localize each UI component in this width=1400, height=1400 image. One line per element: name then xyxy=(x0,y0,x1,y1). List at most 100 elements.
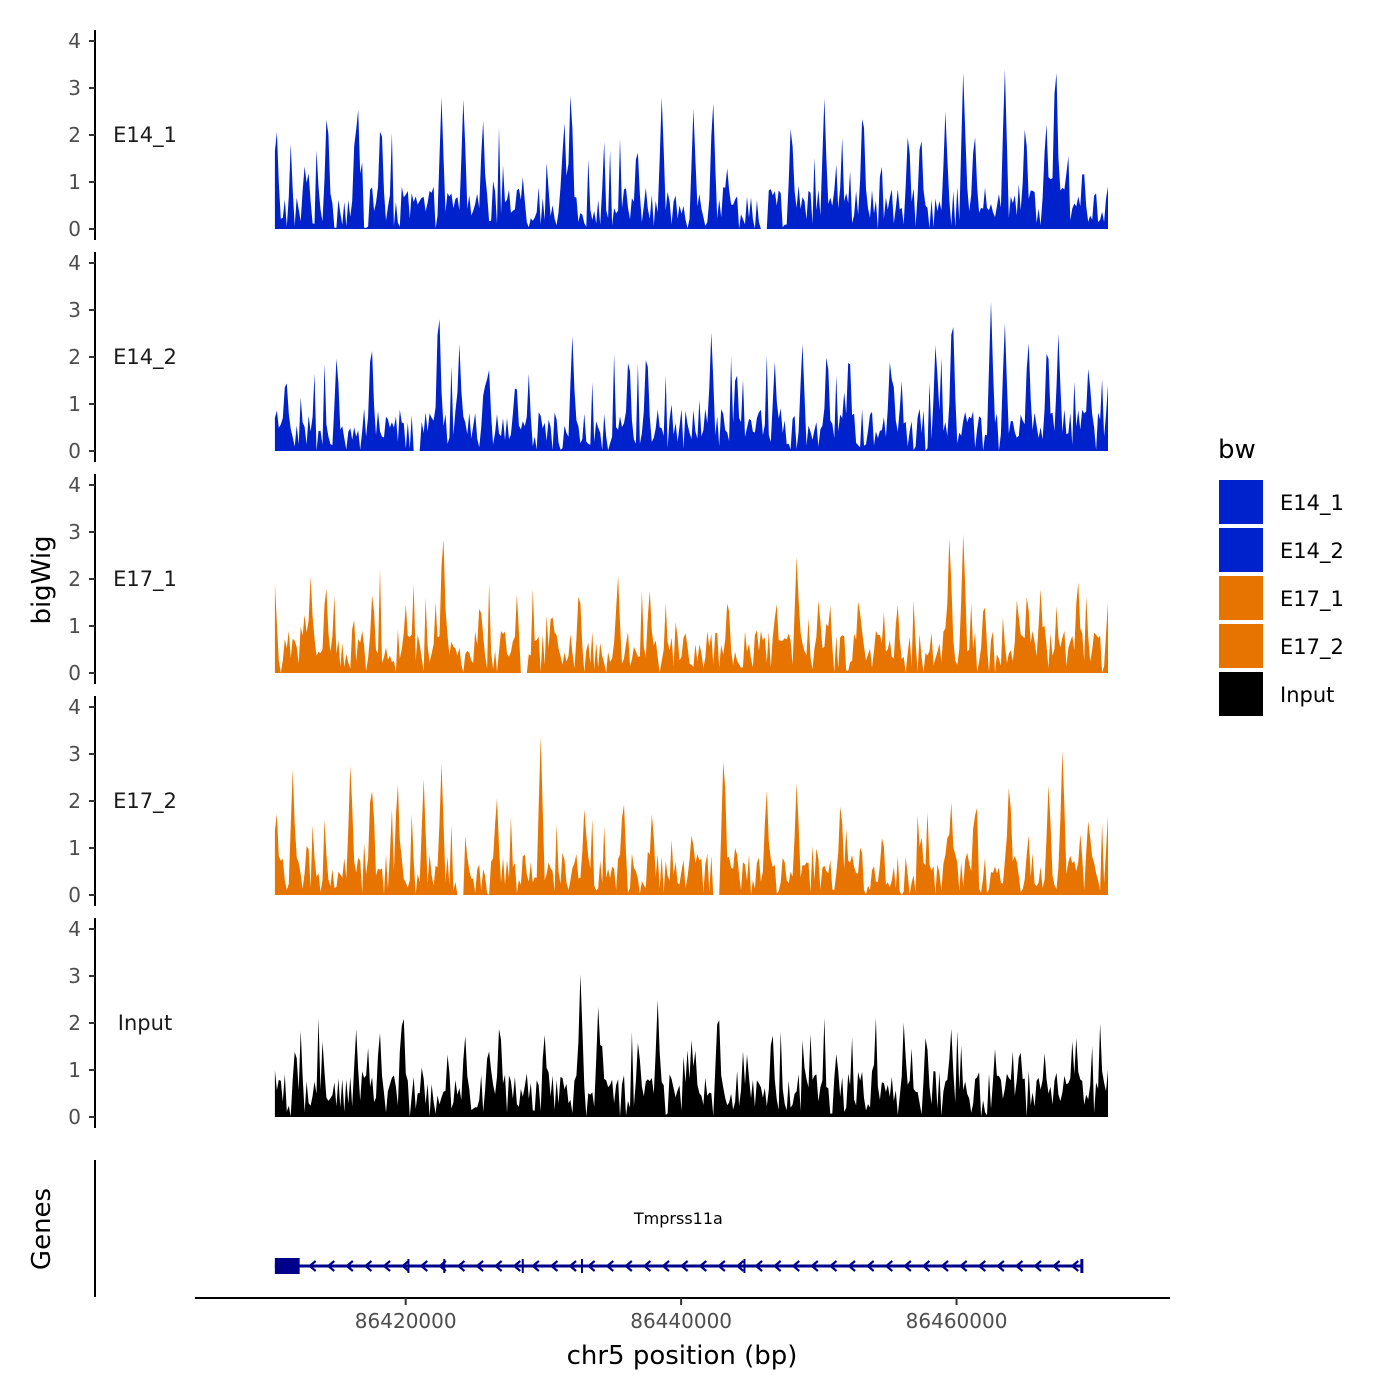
y-tick-label: 2 xyxy=(68,123,81,147)
strand-arrow xyxy=(512,1260,521,1272)
strand-arrow xyxy=(958,1260,968,1272)
strand-arrow xyxy=(903,1260,912,1272)
legend-title: bw xyxy=(1218,435,1256,465)
strand-arrow xyxy=(438,1260,447,1272)
gene-track: Tmprss11a xyxy=(94,1160,1084,1297)
strand-arrow xyxy=(1070,1260,1079,1272)
track-Input: 0 1 2 3 4 Input xyxy=(68,917,1108,1129)
y-tick-label: 4 xyxy=(68,917,81,941)
y-tick-label: 2 xyxy=(68,1011,81,1035)
legend-label-E14_1: E14_1 xyxy=(1280,491,1344,516)
strand-arrow xyxy=(865,1260,875,1272)
y-tick-label: 3 xyxy=(68,298,81,322)
coverage-area-E17_1 xyxy=(274,534,1108,673)
strand-arrow xyxy=(847,1260,856,1272)
y-tick-label: 4 xyxy=(68,695,81,719)
panel-label: Input xyxy=(118,1011,172,1035)
coverage-area-E14_1 xyxy=(274,69,1108,230)
coverage-area-E17_2 xyxy=(274,736,1108,895)
x-axis-title: chr5 position (bp) xyxy=(567,1341,798,1371)
strand-arrow xyxy=(493,1260,503,1272)
legend-swatch-E14_1 xyxy=(1219,480,1263,524)
strand-arrow xyxy=(400,1260,410,1272)
strand-arrow xyxy=(977,1260,986,1272)
strand-arrow xyxy=(326,1260,335,1272)
y-tick-label: 1 xyxy=(68,836,81,860)
legend-label-Input: Input xyxy=(1280,683,1334,707)
strand-arrow xyxy=(884,1260,893,1272)
panel-label: E14_1 xyxy=(113,123,177,148)
strand-arrow xyxy=(475,1260,484,1272)
strand-arrow xyxy=(1014,1260,1024,1272)
strand-arrow xyxy=(772,1260,782,1272)
strand-arrow xyxy=(754,1260,763,1272)
y-tick-label: 3 xyxy=(68,76,81,100)
y-tick-label: 0 xyxy=(68,883,81,907)
legend-label-E17_2: E17_2 xyxy=(1280,635,1344,660)
y-tick-label: 1 xyxy=(68,1058,81,1082)
strand-arrow xyxy=(921,1260,931,1272)
y-tick-label: 3 xyxy=(68,964,81,988)
strand-arrow xyxy=(307,1260,317,1272)
gene-track-title: Genes xyxy=(27,1188,57,1270)
x-tick-label: 86440000 xyxy=(630,1309,732,1333)
y-tick-label: 0 xyxy=(68,439,81,463)
legend: bw E14_1 E14_2 E17_1 E17_2 Input xyxy=(1218,435,1344,716)
strand-arrow xyxy=(810,1260,819,1272)
strand-arrow xyxy=(568,1260,577,1272)
coverage-tracks: 0 1 2 3 4 E14_1 0 1 2 3 4 E14_2 0 1 2 3 4 E17_1 0 1 2 3 4 E17_2… xyxy=(68,29,1108,1129)
strand-arrow xyxy=(1051,1260,1061,1272)
strand-arrow xyxy=(642,1260,652,1272)
y-tick-label: 0 xyxy=(68,661,81,685)
y-tick-label: 3 xyxy=(68,742,81,766)
panel-label: E17_1 xyxy=(113,567,177,592)
strand-arrow xyxy=(363,1260,373,1272)
legend-swatch-E17_2 xyxy=(1219,624,1263,668)
y-tick-label: 1 xyxy=(68,392,81,416)
strand-arrow xyxy=(419,1260,428,1272)
legend-label-E14_2: E14_2 xyxy=(1280,539,1344,564)
panel-label: E14_2 xyxy=(113,345,177,370)
y-tick-label: 4 xyxy=(68,473,81,497)
y-tick-label: 2 xyxy=(68,789,81,813)
legend-label-E17_1: E17_1 xyxy=(1280,587,1344,612)
strand-arrow xyxy=(679,1260,689,1272)
strand-arrow xyxy=(586,1260,596,1272)
track-E17_1: 0 1 2 3 4 E17_1 xyxy=(68,473,1108,685)
legend-swatch-E17_1 xyxy=(1219,576,1263,620)
coverage-area-E14_2 xyxy=(274,301,1108,451)
strand-arrow xyxy=(531,1260,540,1272)
strand-arrow xyxy=(791,1260,800,1272)
legend-swatch-Input xyxy=(1219,672,1263,716)
x-tick-label: 86460000 xyxy=(906,1309,1008,1333)
panel-label: E17_2 xyxy=(113,789,177,814)
strand-arrow xyxy=(382,1260,391,1272)
y-tick-label: 4 xyxy=(68,251,81,275)
strand-arrow xyxy=(996,1260,1005,1272)
track-E17_2: 0 1 2 3 4 E17_2 xyxy=(68,695,1108,907)
strand-arrow xyxy=(1033,1260,1042,1272)
y-tick-label: 4 xyxy=(68,29,81,53)
track-E14_1: 0 1 2 3 4 E14_1 xyxy=(68,29,1108,241)
coverage-area-Input xyxy=(274,974,1108,1117)
strand-arrow xyxy=(549,1260,559,1272)
y-tick-label: 0 xyxy=(68,1105,81,1129)
y-tick-label: 2 xyxy=(68,345,81,369)
legend-swatch-E14_2 xyxy=(1219,528,1263,572)
x-axis: 86420000 86440000 86460000 xyxy=(195,1297,1170,1333)
y-tick-label: 1 xyxy=(68,170,81,194)
y-tick-label: 1 xyxy=(68,614,81,638)
y-tick-label: 0 xyxy=(68,217,81,241)
strand-arrow xyxy=(698,1260,707,1272)
y-axis-title: bigWig xyxy=(27,535,57,624)
x-tick-label: 86420000 xyxy=(355,1309,457,1333)
strand-arrow xyxy=(661,1260,670,1272)
strand-arrow xyxy=(605,1260,614,1272)
strand-arrow xyxy=(940,1260,949,1272)
track-E14_2: 0 1 2 3 4 E14_2 xyxy=(68,251,1108,463)
strand-arrow xyxy=(624,1260,633,1272)
strand-arrow xyxy=(828,1260,838,1272)
strand-arrow xyxy=(717,1260,726,1272)
gene-name-label: Tmprss11a xyxy=(633,1209,723,1228)
